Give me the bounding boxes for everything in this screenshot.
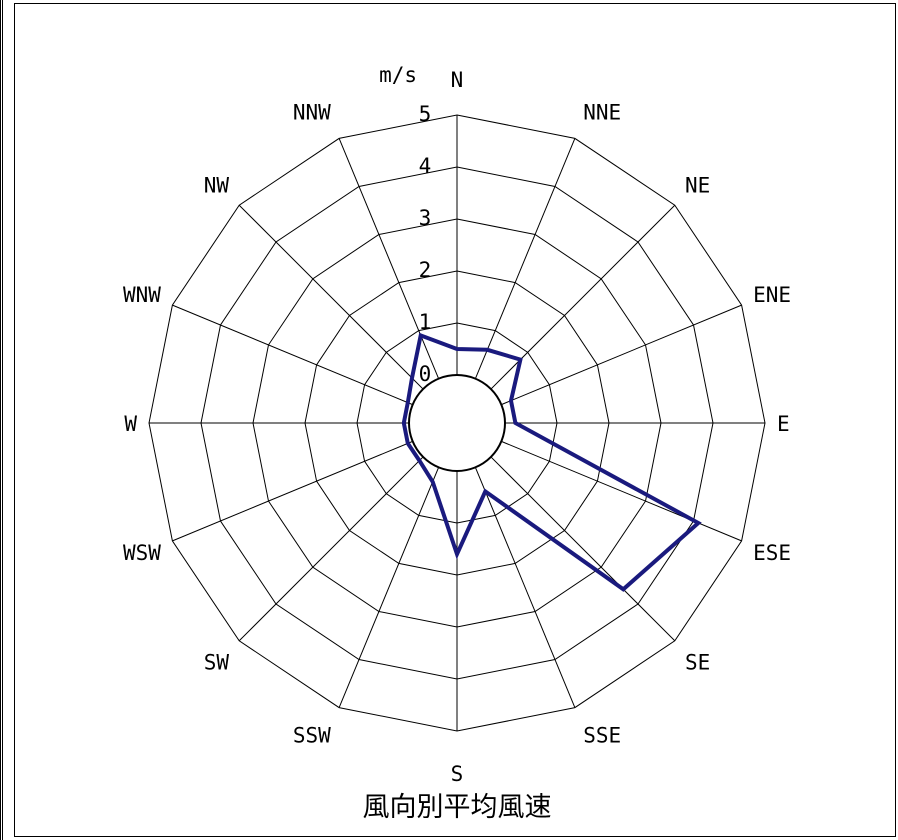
spoke-sw (238, 456, 424, 642)
spoke-nne (474, 138, 576, 379)
radial-tick-labels: 0 1 2 3 4 5 (419, 102, 432, 386)
data-point-nnw (420, 334, 422, 336)
spoke-wsw (172, 440, 413, 542)
chart-frame (14, 3, 896, 837)
direction-label-nw: NW (204, 174, 230, 198)
direction-label-ne: NE (685, 174, 710, 198)
spoke-ese (501, 440, 742, 542)
direction-label-ese: ESE (753, 541, 791, 565)
data-point-e (514, 422, 516, 424)
direction-label-ssw: SSW (293, 723, 331, 747)
tick-label-3: 3 (419, 206, 432, 230)
direction-label-se: SE (685, 650, 710, 674)
data-point-s (456, 553, 458, 555)
direction-label-nne: NNE (583, 101, 621, 125)
data-point-n (456, 348, 458, 350)
direction-label-wsw: WSW (123, 541, 161, 565)
data-point-se (622, 588, 624, 590)
data-point-sse (484, 490, 486, 492)
data-point-ssw (432, 481, 434, 483)
data-point-ese (697, 522, 699, 524)
data-point-nne (486, 349, 488, 351)
data-point-wsw (407, 442, 409, 444)
spoke-nw (238, 204, 424, 390)
unit-label: m/s (379, 63, 417, 87)
spoke-ene (501, 304, 742, 406)
series-layer (401, 332, 702, 592)
direction-label-e: E (777, 412, 790, 436)
spoke-wnw (172, 304, 413, 406)
data-point-wnw (407, 402, 409, 404)
direction-label-sse: SSE (583, 723, 621, 747)
tick-label-4: 4 (419, 154, 432, 178)
direction-labels: N NNE NE ENE E ESE SE SSE S SSW SW WSW W WNW NW NNW (123, 68, 791, 786)
direction-label-w: W (124, 412, 137, 436)
data-point-ene (510, 400, 512, 402)
data-point-nw (411, 377, 413, 379)
spoke-se (490, 456, 676, 642)
chart-title: 風向別平均風速 (363, 792, 552, 823)
tick-label-0: 0 (419, 362, 432, 386)
calm-circle (408, 374, 506, 472)
direction-label-nnw: NNW (293, 101, 331, 125)
spoke-sse (474, 467, 576, 708)
data-point-ne (519, 359, 521, 361)
direction-label-s: S (451, 762, 464, 786)
direction-label-sw: SW (204, 650, 230, 674)
tick-label-2: 2 (419, 258, 432, 282)
tick-label-1: 1 (419, 310, 432, 334)
data-point-w (403, 422, 405, 424)
spoke-ssw (338, 467, 440, 708)
data-point-sw (418, 460, 420, 462)
left-border-rule (0, 0, 3, 840)
direction-label-n: N (451, 68, 464, 92)
direction-label-wnw: WNW (123, 283, 161, 307)
tick-label-5: 5 (419, 102, 432, 126)
direction-label-ene: ENE (753, 283, 791, 307)
